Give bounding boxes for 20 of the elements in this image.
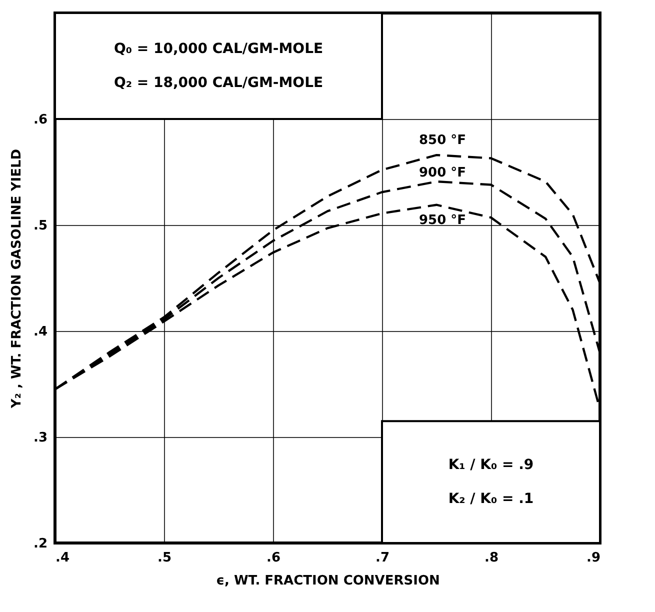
y-tick-label: .6 (34, 112, 48, 128)
x-tick-label: .5 (158, 550, 172, 566)
y-tick-label: .3 (34, 430, 48, 446)
y-axis-title: Y₂ , WT. FRACTION GASOLINE YIELD (10, 148, 25, 410)
x-tick-label: .7 (376, 550, 390, 566)
annotation: K₂ / K₀ = .1 (448, 491, 534, 508)
x-tick-label: .4 (56, 550, 70, 566)
x-tick-label: .6 (266, 550, 280, 566)
x-tick-label: .9 (586, 550, 600, 566)
y-tick-label: .4 (34, 324, 48, 340)
x-tick-label: .8 (484, 550, 498, 566)
y-tick-label: .5 (34, 218, 48, 234)
annotation: K₁ / K₀ = .9 (448, 457, 534, 474)
y-tick-label: .2 (34, 536, 48, 552)
annotation: Q₂ = 18,000 CAL/GM-MOLE (114, 75, 324, 91)
series-label: 950 °F (418, 212, 466, 228)
annotation: Q₀ = 10,000 CAL/GM-MOLE (114, 41, 324, 57)
series-label: 900 °F (418, 166, 466, 181)
series-label: 850 °F (418, 133, 466, 148)
x-axis-title: ϵ, WT. FRACTION CONVERSION (216, 574, 440, 588)
